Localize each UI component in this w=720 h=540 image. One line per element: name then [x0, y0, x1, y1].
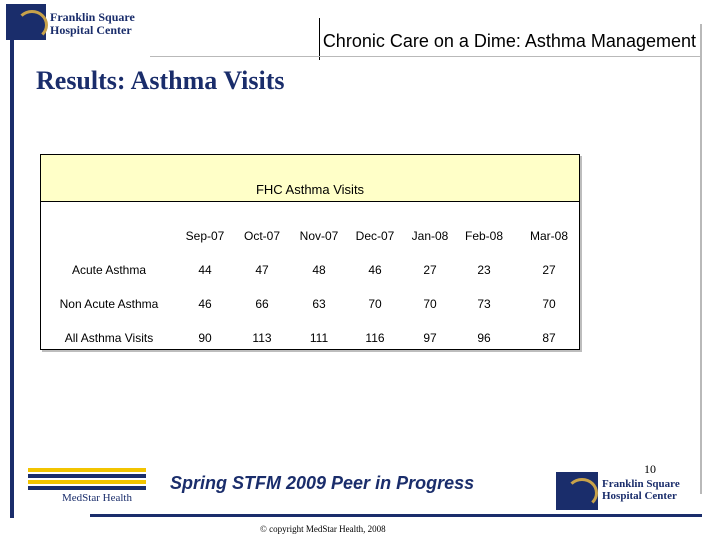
medstar-name: MedStar Health [62, 492, 132, 504]
table-cell: 27 [542, 263, 556, 277]
column-header: Feb-08 [464, 229, 504, 243]
logo-swoosh-icon [566, 478, 598, 508]
logo-text-line2: Hospital Center [50, 23, 132, 37]
column-header: Dec-07 [355, 229, 395, 243]
column-header: Mar-08 [529, 229, 568, 243]
column-header: Nov-07 [299, 229, 339, 243]
column-header: Oct-07 [243, 229, 280, 243]
footer-rule [90, 514, 702, 517]
table-cell: 87 [542, 331, 556, 345]
table-cell: 96 [477, 331, 491, 345]
footer-text: Spring STFM 2009 Peer in Progress [170, 473, 475, 493]
row-label: Acute Asthma [71, 263, 147, 277]
slide-title: Results: Asthma Visits [36, 66, 285, 95]
table-cell: 97 [423, 331, 437, 345]
franklin-square-logo-icon: Franklin Square Hospital Center [556, 472, 702, 510]
table-cell: 66 [255, 297, 269, 311]
logo-text-line1: Franklin Square [50, 10, 135, 24]
table-cell: 113 [252, 331, 272, 345]
row-label: All Asthma Visits [64, 331, 154, 345]
table-cell: 73 [477, 297, 491, 311]
medstar-stripe [28, 468, 146, 472]
medstar-logo-icon: MedStar Health [28, 468, 146, 508]
table-cell: 70 [423, 297, 437, 311]
table-cell: 46 [198, 297, 212, 311]
table-title-banner: FHC Asthma Visits [41, 155, 579, 202]
medstar-stripe [28, 486, 146, 490]
table-cell: 48 [312, 263, 326, 277]
table-cell: 27 [423, 263, 437, 277]
copyright: © copyright MedStar Health, 2008 [260, 524, 386, 534]
table-cell: 44 [198, 263, 212, 277]
presentation-title: Chronic Care on a Dime: Asthma Managemen… [322, 31, 696, 51]
column-header: Jan-08 [411, 229, 449, 243]
page-number: 10 [644, 462, 656, 476]
logo-swoosh-icon [16, 10, 48, 40]
medstar-stripe [28, 480, 146, 484]
left-accent-bar [10, 40, 14, 518]
header-divider [319, 18, 320, 60]
franklin-square-logo-icon: Franklin Square Hospital Center [6, 4, 144, 40]
table-cell: 70 [368, 297, 382, 311]
medstar-stripe [28, 474, 146, 478]
row-label: Non Acute Asthma [59, 297, 159, 311]
table-cell: 111 [309, 331, 329, 345]
table-cell: 90 [198, 331, 212, 345]
table-title: FHC Asthma Visits [255, 182, 365, 197]
medstar-stripes [28, 468, 146, 490]
header-rule [150, 56, 702, 57]
table-cell: 47 [255, 263, 269, 277]
column-header: Sep-07 [185, 229, 225, 243]
right-border [700, 24, 702, 494]
table-cell: 46 [368, 263, 382, 277]
table-cell: 63 [312, 297, 326, 311]
table-cell: 70 [542, 297, 556, 311]
table-cell: 116 [365, 331, 385, 345]
logo-text-line1: Franklin Square [602, 478, 680, 490]
logo-text-line2: Hospital Center [602, 490, 677, 502]
table-cell: 23 [477, 263, 491, 277]
asthma-visits-table: FHC Asthma Visits Sep-07 Oct-07 Nov-07 Dec-… [40, 154, 580, 350]
